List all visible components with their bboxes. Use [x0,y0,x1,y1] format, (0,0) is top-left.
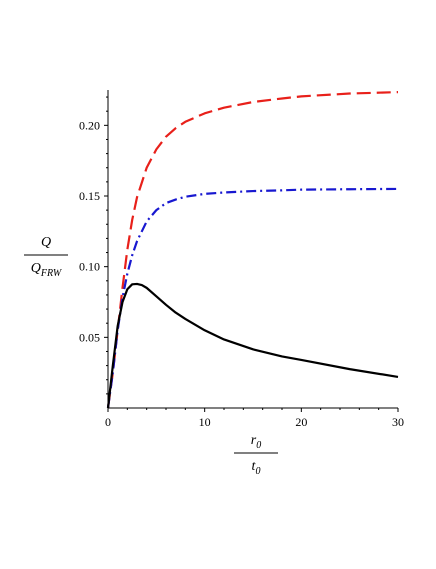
y-axis-label: Q QFRW [24,235,68,279]
series-layer [106,91,399,409]
x-axis-label-denominator: t0 [252,459,261,477]
x-tick-label: 20 [295,415,307,429]
y-tick-label: 0.20 [79,118,100,132]
axes-layer [104,90,399,412]
y-tick-label: 0.10 [79,260,100,274]
x-tick-label: 30 [392,415,404,429]
x-tick-label: 10 [199,415,211,429]
x-axis-label-numerator: r0 [251,433,261,451]
y-tick-label: 0.05 [79,330,100,344]
series-line-dash-dot [106,187,399,409]
y-tick-label: 0.15 [79,189,100,203]
y-axis-label-denominator: QFRW [31,261,63,279]
series-line-dashed [106,91,399,409]
series-line-solid [106,282,399,409]
x-tick-label: 0 [105,415,111,429]
y-axis-label-numerator: Q [41,235,51,250]
